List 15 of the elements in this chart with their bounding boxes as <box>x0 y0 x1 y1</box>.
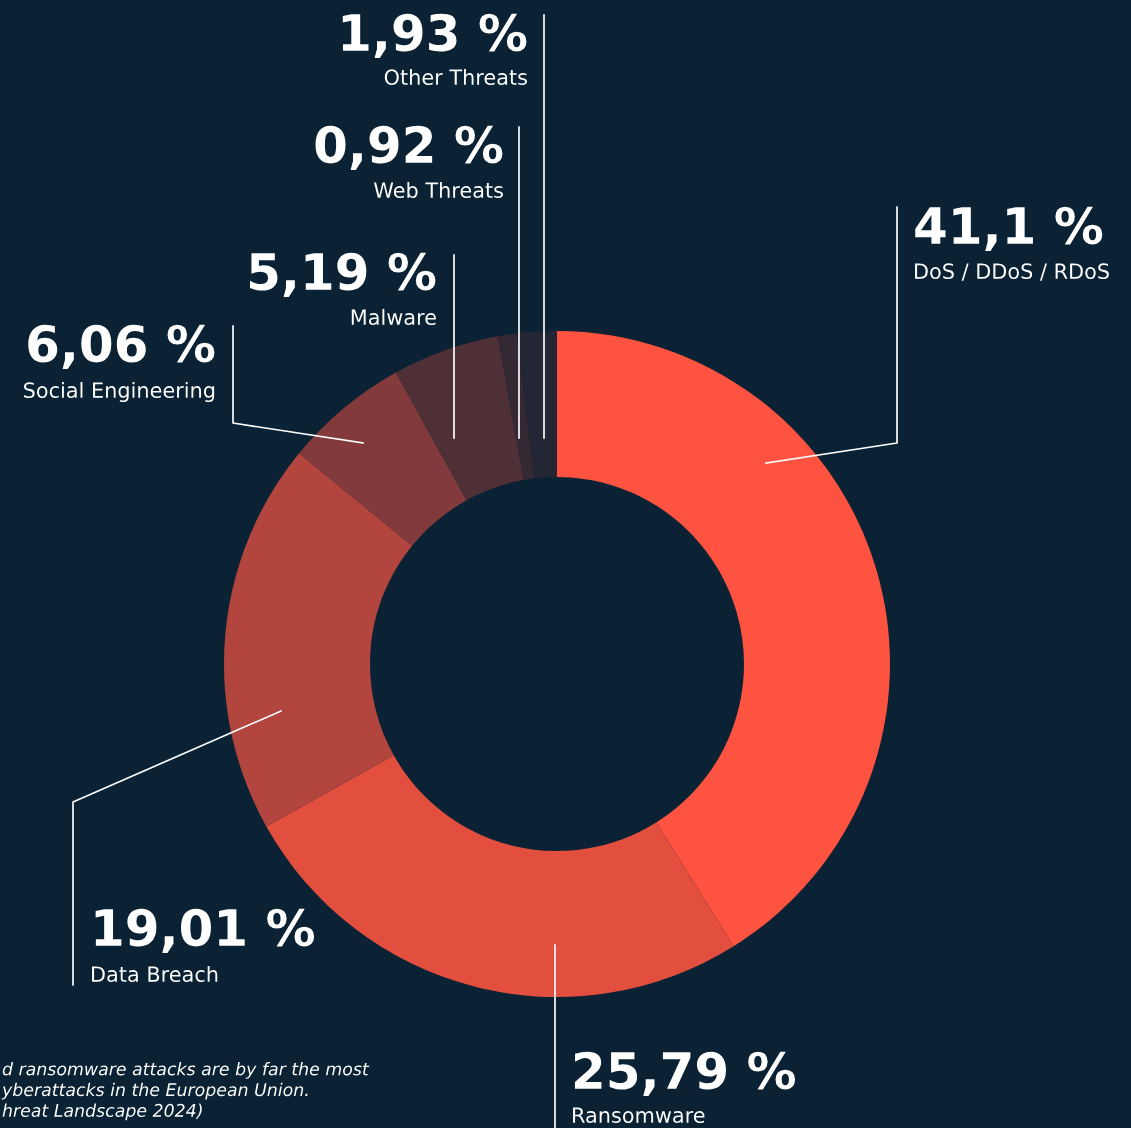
slice-label: Other Threats <box>384 68 527 86</box>
data-label: 5,19 % <box>249 252 436 297</box>
text: d ransomware attacks are by far the most yberattacks in the European Union. hreat Landscape 2024) <box>1 1062 370 1121</box>
slice-label: DoS / DDoS / RDoS <box>915 263 1109 281</box>
slice-label: Ransomware <box>573 1107 705 1124</box>
slice-label: Data Breach <box>92 965 218 983</box>
data-label: 1,93 % <box>342 13 527 58</box>
slice-label: Social Engineering <box>23 381 215 403</box>
data-label: 25,79 % <box>574 1051 796 1096</box>
data-label: 41,1 % <box>915 206 1103 251</box>
slice-label: Malware <box>351 308 436 326</box>
data-label: 0,92 % <box>315 125 503 170</box>
data-label: 6,06 % <box>28 324 215 369</box>
data-label: 19,01 % <box>95 908 315 953</box>
slice-label: Web Threats <box>374 181 503 199</box>
